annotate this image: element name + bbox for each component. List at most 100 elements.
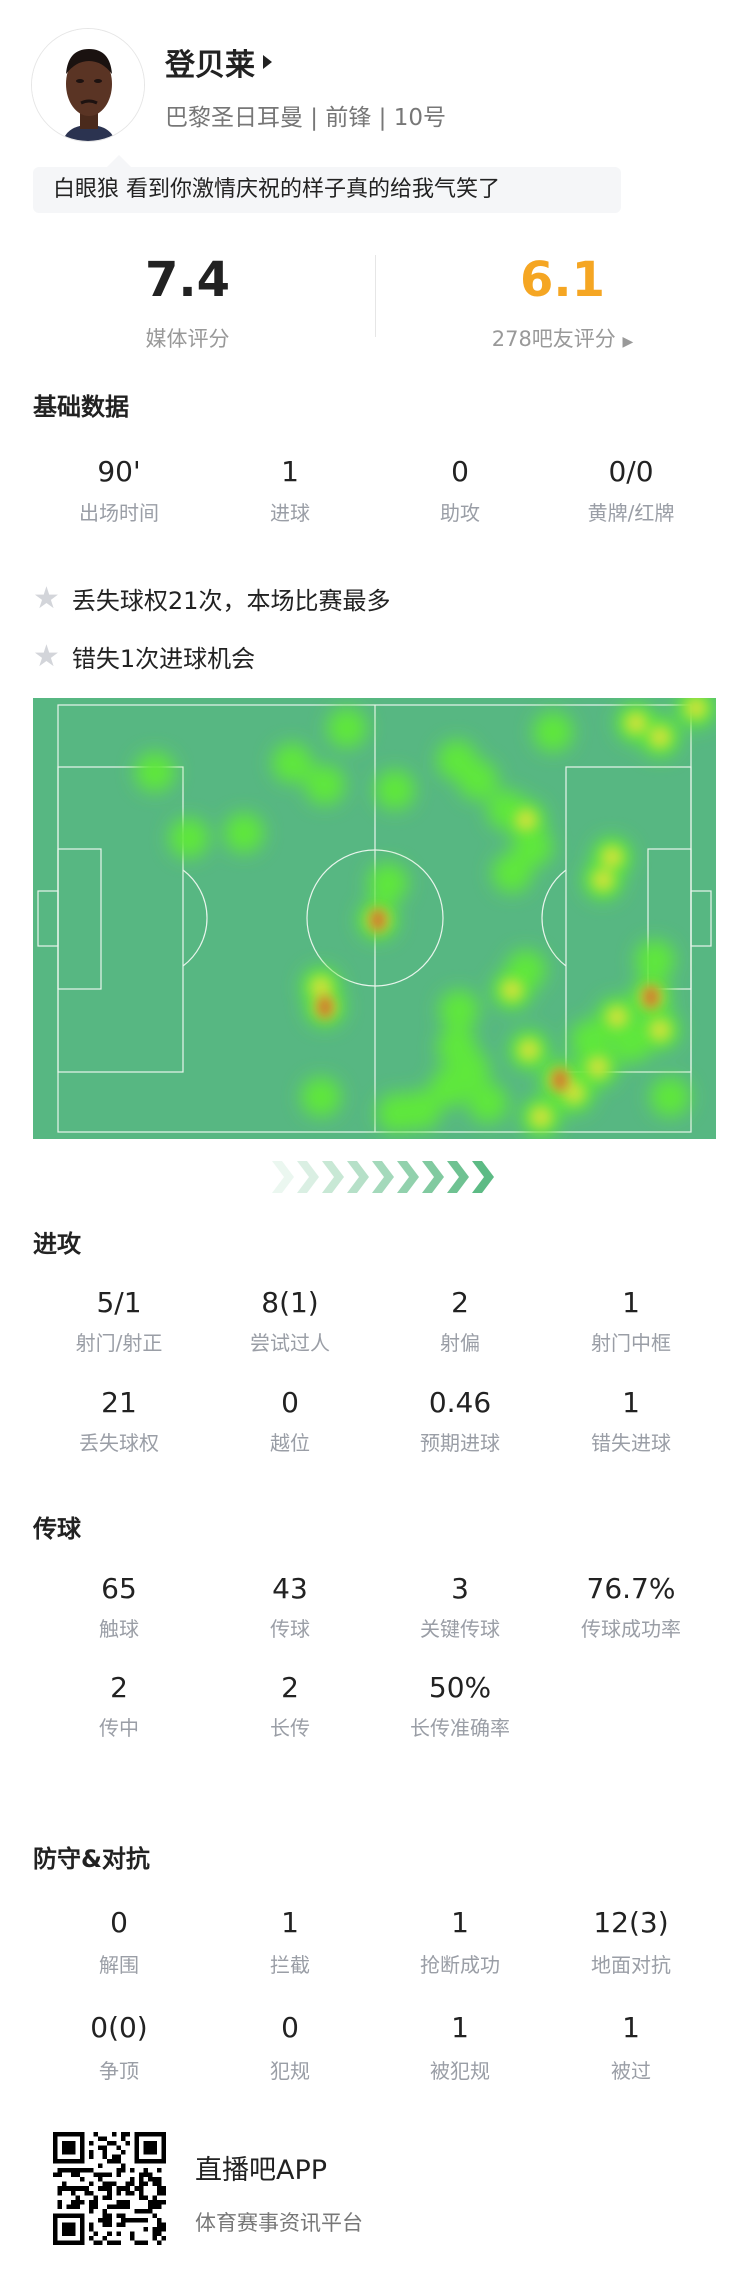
fan-rating-value: 6.1 [519, 252, 606, 308]
heat-blob-hot [644, 986, 658, 1008]
stat-label: 拦截 [270, 1953, 310, 1977]
section-title-attack: 进攻 [33, 1230, 81, 1258]
heat-blob-warm [515, 809, 537, 831]
stat-value: 50% [428, 1671, 492, 1704]
chevron-right-icon [372, 1161, 394, 1193]
rating-divider [375, 255, 376, 337]
stat-label: 丢失球权 [79, 1431, 159, 1455]
heat-blob-warm [518, 1039, 540, 1061]
stat-value: 5/1 [96, 1286, 142, 1319]
media-rating-label: 媒体评分 [145, 327, 230, 351]
heat-blob-warm [592, 869, 614, 891]
stat-label: 传球 [270, 1617, 310, 1641]
chevron-right-icon [472, 1161, 494, 1193]
stat-value: 1 [622, 1286, 640, 1319]
attack-direction-arrows [272, 1161, 497, 1193]
stat-label: 地面对抗 [591, 1953, 671, 1977]
stat-label: 尝试过人 [250, 1331, 330, 1355]
chevron-right-icon [272, 1161, 294, 1193]
stat-label: 传中 [99, 1716, 139, 1740]
heat-blob [492, 853, 532, 893]
stat-label: 助攻 [440, 501, 480, 525]
heat-blob-hot [553, 1069, 567, 1091]
stat-label: 预期进球 [420, 1431, 500, 1455]
stat-label: 进球 [270, 501, 310, 525]
stat-value: 1 [451, 1906, 469, 1939]
stat-value: 1 [622, 1386, 640, 1419]
stat-label: 关键传球 [420, 1617, 500, 1641]
stat-label: 被犯规 [430, 2059, 490, 2083]
stat-value: 0 [110, 1906, 128, 1939]
stat-label: 长传 [270, 1716, 310, 1740]
stat-label: 错失进球 [591, 1431, 671, 1455]
stat-value: 1 [281, 1906, 299, 1939]
heat-blob-hot [318, 996, 332, 1018]
section-title-basic: 基础数据 [33, 393, 129, 421]
stat-label: 越位 [270, 1431, 310, 1455]
heat-blob [305, 765, 345, 805]
media-rating-value: 7.4 [144, 252, 231, 308]
heat-blob [439, 990, 479, 1030]
heat-blob [635, 940, 675, 980]
play-arrow-icon [263, 55, 272, 69]
stat-value: 0.46 [428, 1386, 492, 1419]
app-name: 直播吧APP [195, 2155, 328, 2186]
stat-value: 0(0) [90, 2011, 148, 2044]
stat-value: 1 [281, 455, 299, 488]
heat-blob-warm [501, 979, 523, 1001]
stat-value: 21 [101, 1386, 137, 1419]
stat-value: 1 [622, 2011, 640, 2044]
stat-label: 争顶 [99, 2059, 139, 2083]
highlight-text: 错失1次进球机会 [71, 645, 256, 673]
player-name-link[interactable]: 登贝莱 [165, 40, 272, 84]
chevron-right-icon [347, 1161, 369, 1193]
stat-value: 90' [97, 455, 141, 488]
pitch-lines [37, 704, 712, 1133]
heat-blob [224, 813, 264, 853]
player-photo [32, 29, 144, 141]
comment-bubble: 白眼狼 看到你激情庆祝的样子真的给我气笑了 [33, 155, 621, 213]
stat-value: 0 [281, 1386, 299, 1419]
heat-blob [612, 1023, 652, 1063]
chevron-right-icon: ▶ [622, 334, 634, 350]
stat-value: 3 [451, 1572, 469, 1605]
heat-blob-warm [685, 697, 707, 719]
stat-value: 0 [451, 455, 469, 488]
stat-value: 2 [110, 1671, 128, 1704]
heat-blob-warm [601, 846, 623, 868]
fan-rating-link[interactable]: 278吧友评分 ▶ [375, 323, 750, 353]
section-title-passing: 传球 [33, 1515, 81, 1543]
heat-blob-hot [371, 909, 385, 931]
stat-label: 长传准确率 [410, 1716, 510, 1740]
stat-label: 解围 [99, 1953, 139, 1977]
player-avatar[interactable] [31, 28, 145, 142]
heat-blob [301, 1077, 341, 1117]
heat-blob [650, 1077, 690, 1117]
qr-code [52, 2132, 167, 2245]
heat-blob-warm [530, 1106, 552, 1128]
stat-label: 出场时间 [79, 501, 159, 525]
heat-blob [368, 863, 408, 903]
section-title-defense: 防守&对抗 [33, 1845, 150, 1873]
stat-value: 76.7% [586, 1572, 676, 1605]
stat-value: 43 [272, 1572, 308, 1605]
app-slogan: 体育赛事资讯平台 [195, 2211, 363, 2235]
heat-blob-warm [563, 1082, 585, 1104]
heat-blob [401, 1090, 441, 1130]
stat-label: 黄牌/红牌 [587, 501, 675, 525]
heat-blob-warm [587, 1056, 609, 1078]
chevron-right-icon [397, 1161, 419, 1193]
stat-label: 触球 [99, 1617, 139, 1641]
highlight-text: 丢失球权21次，本场比赛最多 [71, 587, 391, 615]
heat-blob [375, 770, 415, 810]
star-icon: ★ [33, 638, 60, 674]
stat-label: 传球成功率 [581, 1617, 681, 1641]
highlight-item: ★ 丢失球权21次，本场比赛最多 [33, 581, 390, 616]
heat-blob [570, 1020, 610, 1060]
heat-blob [458, 760, 498, 800]
player-info: 巴黎圣日耳曼 | 前锋 | 10号 [165, 105, 447, 131]
chevron-right-icon [322, 1161, 344, 1193]
player-name: 登贝莱 [165, 48, 255, 83]
heat-blob-warm [649, 726, 671, 748]
stat-value: 0 [281, 2011, 299, 2044]
